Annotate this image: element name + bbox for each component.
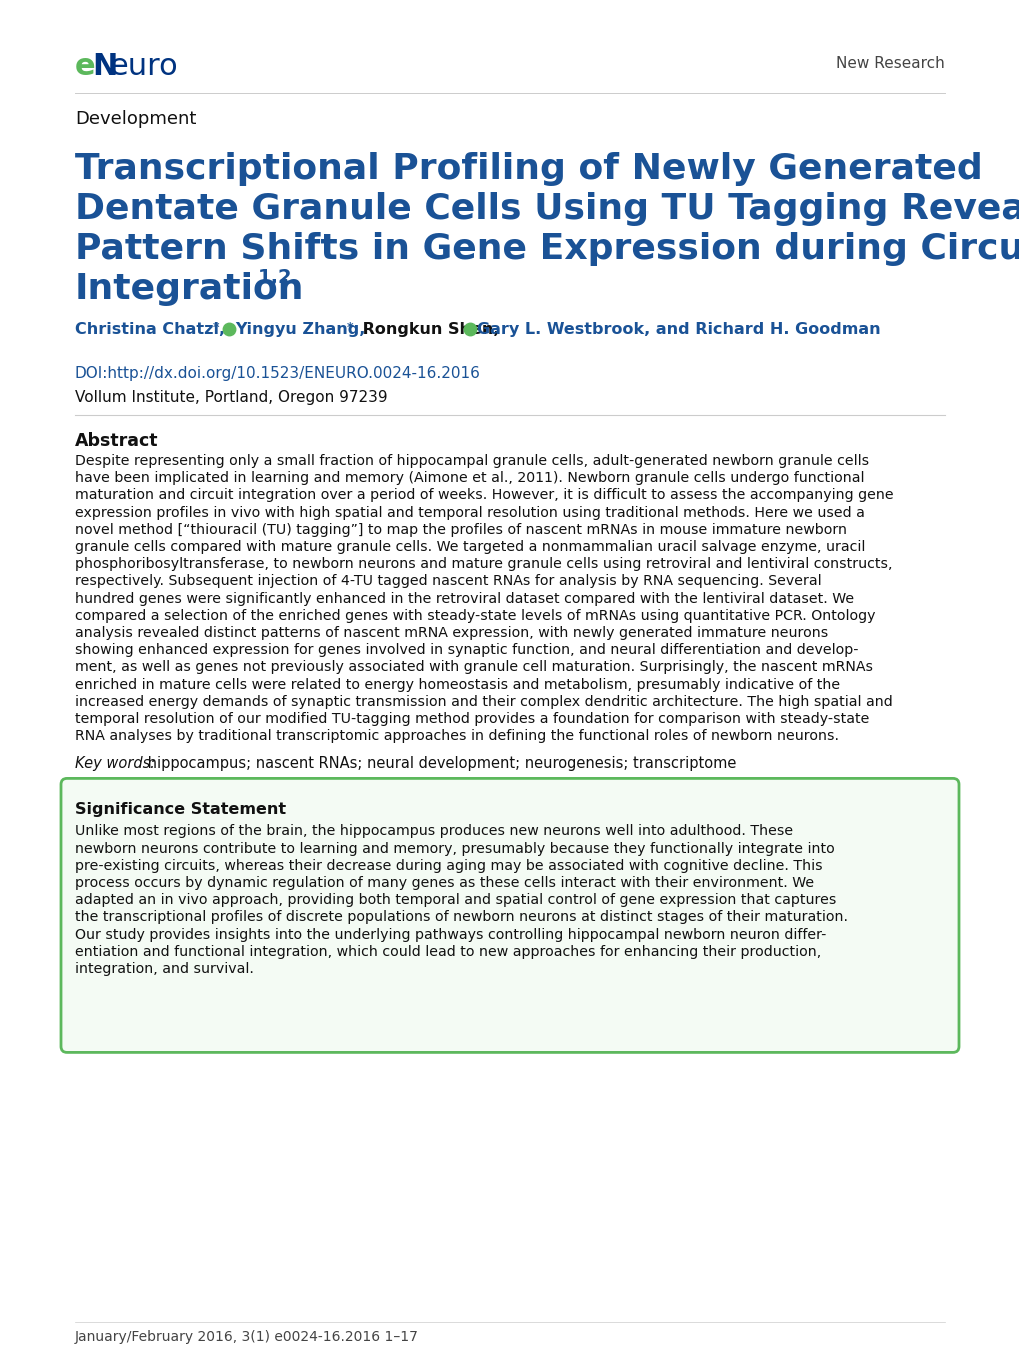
- Text: RNA analyses by traditional transcriptomic approaches in defining the functional: RNA analyses by traditional transcriptom…: [75, 729, 839, 743]
- Text: hundred genes were significantly enhanced in the retroviral dataset compared wit: hundred genes were significantly enhance…: [75, 591, 853, 606]
- Text: entiation and functional integration, which could lead to new approaches for enh: entiation and functional integration, wh…: [75, 945, 820, 958]
- Text: maturation and circuit integration over a period of weeks. However, it is diffic: maturation and circuit integration over …: [75, 489, 893, 502]
- Text: Pattern Shifts in Gene Expression during Circuit: Pattern Shifts in Gene Expression during…: [75, 232, 1019, 266]
- Text: respectively. Subsequent injection of 4-TU tagged nascent RNAs for analysis by R: respectively. Subsequent injection of 4-…: [75, 575, 821, 588]
- Text: *: *: [213, 321, 219, 334]
- Text: iD: iD: [466, 326, 473, 332]
- Text: adapted an in vivo approach, providing both temporal and spatial control of gene: adapted an in vivo approach, providing b…: [75, 893, 836, 908]
- Text: Vollum Institute, Portland, Oregon 97239: Vollum Institute, Portland, Oregon 97239: [75, 390, 387, 405]
- Text: January/February 2016, 3(1) e0024-16.2016 1–17: January/February 2016, 3(1) e0024-16.201…: [75, 1330, 419, 1345]
- Text: showing enhanced expression for genes involved in synaptic function, and neural : showing enhanced expression for genes in…: [75, 643, 858, 657]
- Text: Significance Statement: Significance Statement: [75, 803, 286, 818]
- Text: e: e: [75, 52, 96, 81]
- Text: enriched in mature cells were related to energy homeostasis and metabolism, pres: enriched in mature cells were related to…: [75, 677, 840, 692]
- Text: phosphoribosyltransferase, to newborn neurons and mature granule cells using ret: phosphoribosyltransferase, to newborn ne…: [75, 557, 892, 571]
- Text: ment, as well as genes not previously associated with granule cell maturation. S: ment, as well as genes not previously as…: [75, 661, 872, 674]
- Text: Abstract: Abstract: [75, 431, 158, 450]
- Text: process occurs by dynamic regulation of many genes as these cells interact with : process occurs by dynamic regulation of …: [75, 876, 813, 890]
- Text: compared a selection of the enriched genes with steady-state levels of mRNAs usi: compared a selection of the enriched gen…: [75, 609, 874, 622]
- Text: hippocampus; nascent RNAs; neural development; neurogenesis; transcriptome: hippocampus; nascent RNAs; neural develo…: [143, 756, 736, 771]
- Text: Our study provides insights into the underlying pathways controlling hippocampal: Our study provides insights into the und…: [75, 928, 825, 942]
- Text: N: N: [92, 52, 117, 81]
- Text: Christina Chatzi,: Christina Chatzi,: [75, 322, 225, 337]
- Text: novel method [“thiouracil (TU) tagging”] to map the profiles of nascent mRNAs in: novel method [“thiouracil (TU) tagging”]…: [75, 523, 846, 536]
- Text: euro: euro: [109, 52, 177, 81]
- Text: have been implicated in learning and memory (Aimone et al., 2011). Newborn granu: have been implicated in learning and mem…: [75, 471, 864, 485]
- Text: newborn neurons contribute to learning and memory, presumably because they funct: newborn neurons contribute to learning a…: [75, 842, 834, 856]
- Text: Transcriptional Profiling of Newly Generated: Transcriptional Profiling of Newly Gener…: [75, 152, 981, 186]
- Text: integration, and survival.: integration, and survival.: [75, 962, 254, 976]
- Text: 1,2: 1,2: [258, 268, 292, 287]
- Text: Unlike most regions of the brain, the hippocampus produces new neurons well into: Unlike most regions of the brain, the hi…: [75, 824, 793, 838]
- Text: analysis revealed distinct patterns of nascent mRNA expression, with newly gener: analysis revealed distinct patterns of n…: [75, 627, 827, 640]
- Text: Rongkun Shen,: Rongkun Shen,: [357, 322, 499, 337]
- Text: Integration: Integration: [75, 272, 305, 306]
- Text: Despite representing only a small fraction of hippocampal granule cells, adult-g: Despite representing only a small fracti…: [75, 455, 868, 468]
- Text: DOI:http://dx.doi.org/10.1523/ENEURO.0024-16.2016: DOI:http://dx.doi.org/10.1523/ENEURO.002…: [75, 366, 480, 381]
- Text: *: *: [346, 321, 354, 334]
- Text: New Research: New Research: [836, 56, 944, 71]
- FancyBboxPatch shape: [61, 778, 958, 1052]
- Text: Development: Development: [75, 111, 197, 128]
- Text: granule cells compared with mature granule cells. We targeted a nonmammalian ura: granule cells compared with mature granu…: [75, 541, 864, 554]
- Text: expression profiles in vivo with high spatial and temporal resolution using trad: expression profiles in vivo with high sp…: [75, 505, 864, 520]
- Text: increased energy demands of synaptic transmission and their complex dendritic ar: increased energy demands of synaptic tra…: [75, 695, 892, 708]
- Text: temporal resolution of our modified TU-tagging method provides a foundation for : temporal resolution of our modified TU-t…: [75, 713, 868, 726]
- Text: Yingyu Zhang,: Yingyu Zhang,: [234, 322, 365, 337]
- Text: pre-existing circuits, whereas their decrease during aging may be associated wit: pre-existing circuits, whereas their dec…: [75, 859, 821, 872]
- Text: iD: iD: [225, 326, 232, 332]
- Text: Gary L. Westbrook, and Richard H. Goodman: Gary L. Westbrook, and Richard H. Goodma…: [477, 322, 879, 337]
- Text: Key words:: Key words:: [75, 756, 155, 771]
- Text: Dentate Granule Cells Using TU Tagging Reveals: Dentate Granule Cells Using TU Tagging R…: [75, 192, 1019, 227]
- Text: the transcriptional profiles of discrete populations of newborn neurons at disti: the transcriptional profiles of discrete…: [75, 910, 847, 924]
